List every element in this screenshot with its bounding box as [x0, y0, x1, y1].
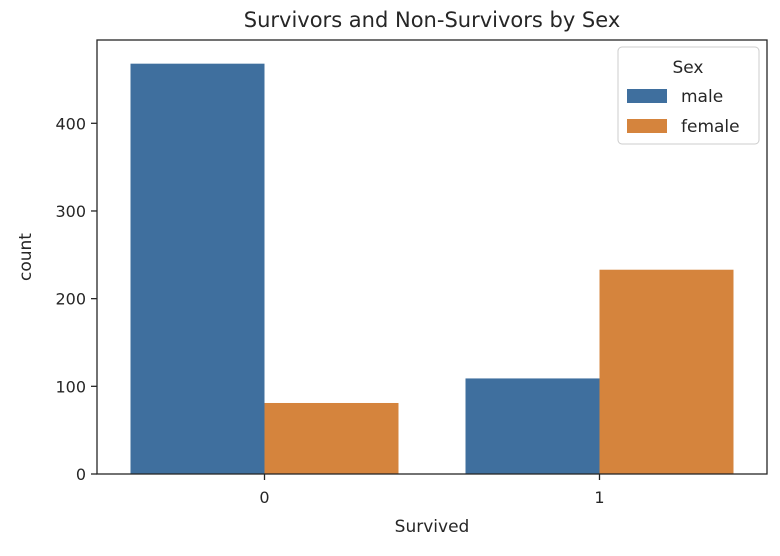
legend-swatch-male [627, 89, 667, 103]
legend: Sex male female [617, 46, 760, 145]
bar-male-1 [465, 378, 600, 474]
y-tick-label: 400 [55, 114, 86, 133]
legend-title: Sex [672, 58, 703, 78]
legend-label-female: female [681, 117, 740, 137]
bar-male-0 [130, 63, 265, 474]
chart-title: Survivors and Non-Survivors by Sex [244, 8, 621, 32]
x-tick-label: 1 [594, 488, 604, 507]
legend-swatch-female [627, 119, 667, 133]
y-tick-label: 100 [55, 377, 86, 396]
plot-frame [96, 39, 768, 475]
y-axis: 0 100 200 300 400 [55, 114, 97, 484]
x-tick-label: 0 [259, 488, 269, 507]
x-axis-label: Survived [395, 517, 470, 537]
bar-female-1 [599, 269, 734, 474]
legend-label-male: male [681, 87, 723, 107]
legend-entries: male female [627, 87, 740, 137]
y-tick-label: 200 [55, 290, 86, 309]
bar-female-0 [264, 402, 399, 474]
y-tick-label: 300 [55, 202, 86, 221]
bars-layer [130, 63, 734, 474]
y-axis-label: count [16, 233, 36, 281]
y-tick-label: 0 [76, 465, 86, 484]
